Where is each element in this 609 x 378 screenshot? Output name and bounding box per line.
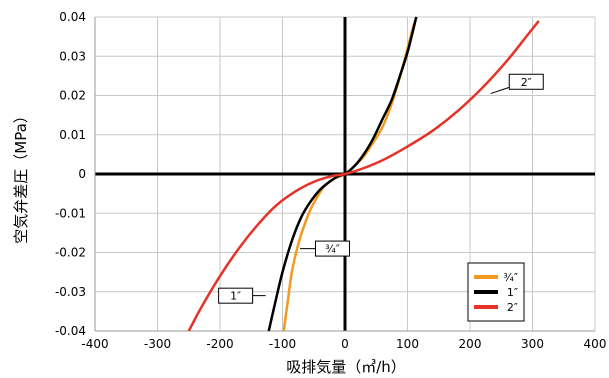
y-tick-label: 0 [78, 167, 86, 181]
y-tick-label: -0.02 [55, 246, 86, 260]
y-tick-label: -0.04 [55, 324, 86, 338]
x-tick-label: 0 [341, 337, 349, 351]
callout-label-0: 2″ [521, 76, 532, 89]
callout-label-2: 1″ [230, 290, 241, 303]
y-tick-label: -0.03 [55, 285, 86, 299]
x-tick-label: -300 [144, 337, 171, 351]
y-tick-label: 0.03 [59, 49, 86, 63]
x-tick-label: -100 [269, 337, 296, 351]
x-tick-label: 100 [396, 337, 419, 351]
legend-label-0: ¾″ [503, 271, 518, 284]
y-tick-label: -0.01 [55, 206, 86, 220]
x-tick-label: 400 [584, 337, 607, 351]
series-line-2 [187, 20, 540, 332]
legend-label-2: 2″ [507, 301, 518, 314]
legend-label-1: 1″ [507, 286, 518, 299]
x-tick-label: 200 [459, 337, 482, 351]
callouts: 2″ ¾″ 1″ [218, 73, 544, 304]
legend: ¾″ 1″ 2″ [467, 262, 525, 322]
x-tick-label: -400 [81, 337, 108, 351]
y-tick-label: 0.04 [59, 10, 86, 24]
callout-box-1 [315, 240, 350, 257]
callout-box-2 [218, 287, 254, 304]
series-lines [187, 16, 540, 332]
plot-frame [94, 17, 595, 332]
x-axis-label: 吸排気量（㎥/h） [286, 358, 406, 376]
tick-labels: -400 -300 -200 -100 0 100 200 300 400 0.04 0.03 0.0… [55, 10, 607, 351]
y-tick-label: 0.01 [59, 128, 86, 142]
x-tick-label: 300 [521, 337, 544, 351]
callout-label-1: ¾″ [325, 243, 340, 256]
callout-box-0 [508, 73, 544, 90]
y-axis-label: 空気弁差圧（MPa） [12, 108, 30, 244]
x-tick-label: -200 [206, 337, 233, 351]
y-tick-label: 0.02 [59, 89, 86, 103]
